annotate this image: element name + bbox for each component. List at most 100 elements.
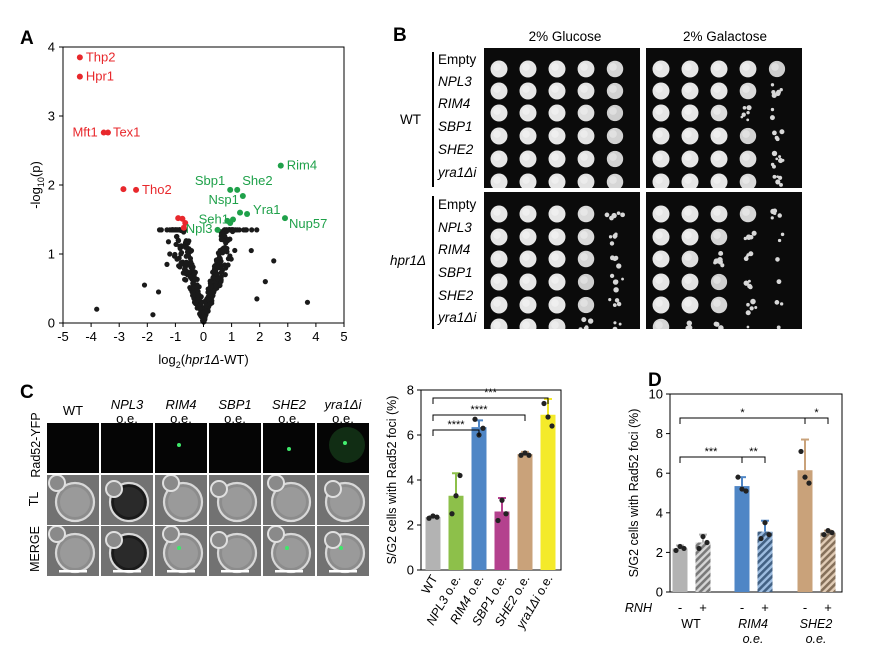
yeast-colony xyxy=(743,236,748,241)
volcano-point-label: Mft1 xyxy=(72,125,97,140)
yeast-colony xyxy=(713,321,719,327)
yeast-spot xyxy=(652,173,670,191)
yeast-colony xyxy=(608,298,612,302)
yeast-spot xyxy=(739,82,757,100)
volcano-point xyxy=(183,238,189,244)
y-tick-label: 2 xyxy=(48,178,55,193)
bar-tint xyxy=(695,542,711,592)
yeast-colony xyxy=(776,279,782,285)
yeast-spot-highlight xyxy=(609,107,617,115)
y-tick-label: 8 xyxy=(407,383,414,398)
significance-stars: * xyxy=(814,407,819,419)
yeast-spot-highlight xyxy=(551,85,559,93)
yeast-colony xyxy=(779,302,784,306)
volcano-point xyxy=(271,258,277,264)
volcano-point xyxy=(150,312,156,318)
yeast-spot-highlight xyxy=(580,153,588,161)
group-label: RIM4 xyxy=(738,617,768,631)
yeast-spot-highlight xyxy=(684,63,692,71)
yeast-spot-highlight xyxy=(522,107,530,115)
group-label: WT xyxy=(681,617,701,631)
replicate-point xyxy=(766,531,772,538)
yeast-spot-highlight xyxy=(580,63,588,71)
yeast-colony xyxy=(717,259,723,265)
volcano-point xyxy=(207,301,213,307)
micro-image xyxy=(101,475,153,525)
yeast-colony xyxy=(614,279,619,284)
yeast-spot xyxy=(519,150,537,168)
yeast-colony xyxy=(778,155,782,159)
yeast-colony xyxy=(609,241,615,246)
yeast-colony xyxy=(771,150,778,157)
replicate-point xyxy=(522,450,528,456)
yeast-spot-highlight xyxy=(580,299,588,307)
yeast-colony xyxy=(613,287,619,293)
replicate-point xyxy=(518,452,524,458)
yeast-spot-highlight xyxy=(684,130,692,138)
micro-image xyxy=(101,526,153,576)
replicate-point xyxy=(434,514,440,520)
yeast-spot xyxy=(519,82,537,100)
spot-row-label: yra1Δi xyxy=(438,310,477,325)
yeast-colony xyxy=(770,107,775,112)
yeast-spot xyxy=(681,60,699,78)
yeast-spot-highlight xyxy=(522,153,530,161)
yeast-colony xyxy=(749,306,754,311)
yeast-spot-highlight xyxy=(551,208,559,216)
yeast-spot xyxy=(681,273,699,291)
scale-bar xyxy=(221,570,249,573)
panel-letter-a: A xyxy=(20,28,34,49)
volcano-point xyxy=(171,227,177,233)
y-tick-label: 0 xyxy=(407,563,414,578)
bar-tint xyxy=(757,531,773,592)
bar xyxy=(448,495,464,570)
volcano-highlight-point xyxy=(76,54,83,61)
replicate-point xyxy=(696,545,702,552)
replicate-point xyxy=(825,528,831,534)
micro-column-title: SBP1 xyxy=(218,397,252,412)
yeast-bud xyxy=(48,475,66,492)
yeast-colony xyxy=(777,213,782,218)
yeast-spot-highlight xyxy=(551,130,559,138)
micro-panel-tl xyxy=(47,475,99,525)
yeast-spot xyxy=(652,228,670,246)
yeast-spot xyxy=(490,250,508,268)
bar-axes-frame xyxy=(420,389,562,571)
micro-image xyxy=(47,475,99,525)
medium-label-galactose: 2% Galactose xyxy=(682,29,768,44)
volcano-point xyxy=(222,233,228,239)
volcano-point-label: Npl3 xyxy=(186,221,213,236)
rnh-sign: + xyxy=(699,600,707,615)
yeast-colony xyxy=(770,216,774,220)
x-tick-label: -5 xyxy=(57,329,69,344)
volcano-point xyxy=(217,282,223,288)
micro-panel-tl xyxy=(263,475,315,525)
volcano-point xyxy=(223,240,229,246)
merge-focus xyxy=(177,546,181,550)
y-tick-label: 1 xyxy=(48,247,55,262)
yeast-spot-highlight xyxy=(713,176,721,184)
micro-image xyxy=(47,526,99,576)
yeast-spot xyxy=(606,60,624,78)
wt-bracket xyxy=(432,52,434,187)
micro-panel-merge xyxy=(263,526,315,576)
volcano-point xyxy=(212,268,219,274)
significance-bracket xyxy=(741,456,766,463)
spot-row-label: Empty xyxy=(438,197,477,212)
yeast-spot xyxy=(681,205,699,223)
yeast-spot xyxy=(519,250,537,268)
yeast-spot xyxy=(739,205,757,223)
volcano-point xyxy=(212,283,219,289)
yeast-spot xyxy=(606,173,624,191)
yeast-spot xyxy=(710,296,728,314)
bar-axes-frame xyxy=(669,393,843,593)
volcano-point xyxy=(182,276,188,283)
replicate-point xyxy=(449,511,455,517)
volcano-point xyxy=(211,263,218,270)
volcano-point xyxy=(207,279,214,285)
yeast-spot xyxy=(548,250,566,268)
yeast-bud xyxy=(210,480,228,498)
micro-image xyxy=(329,427,365,463)
volcano-highlight-point xyxy=(234,186,241,193)
volcano-point xyxy=(156,227,163,233)
